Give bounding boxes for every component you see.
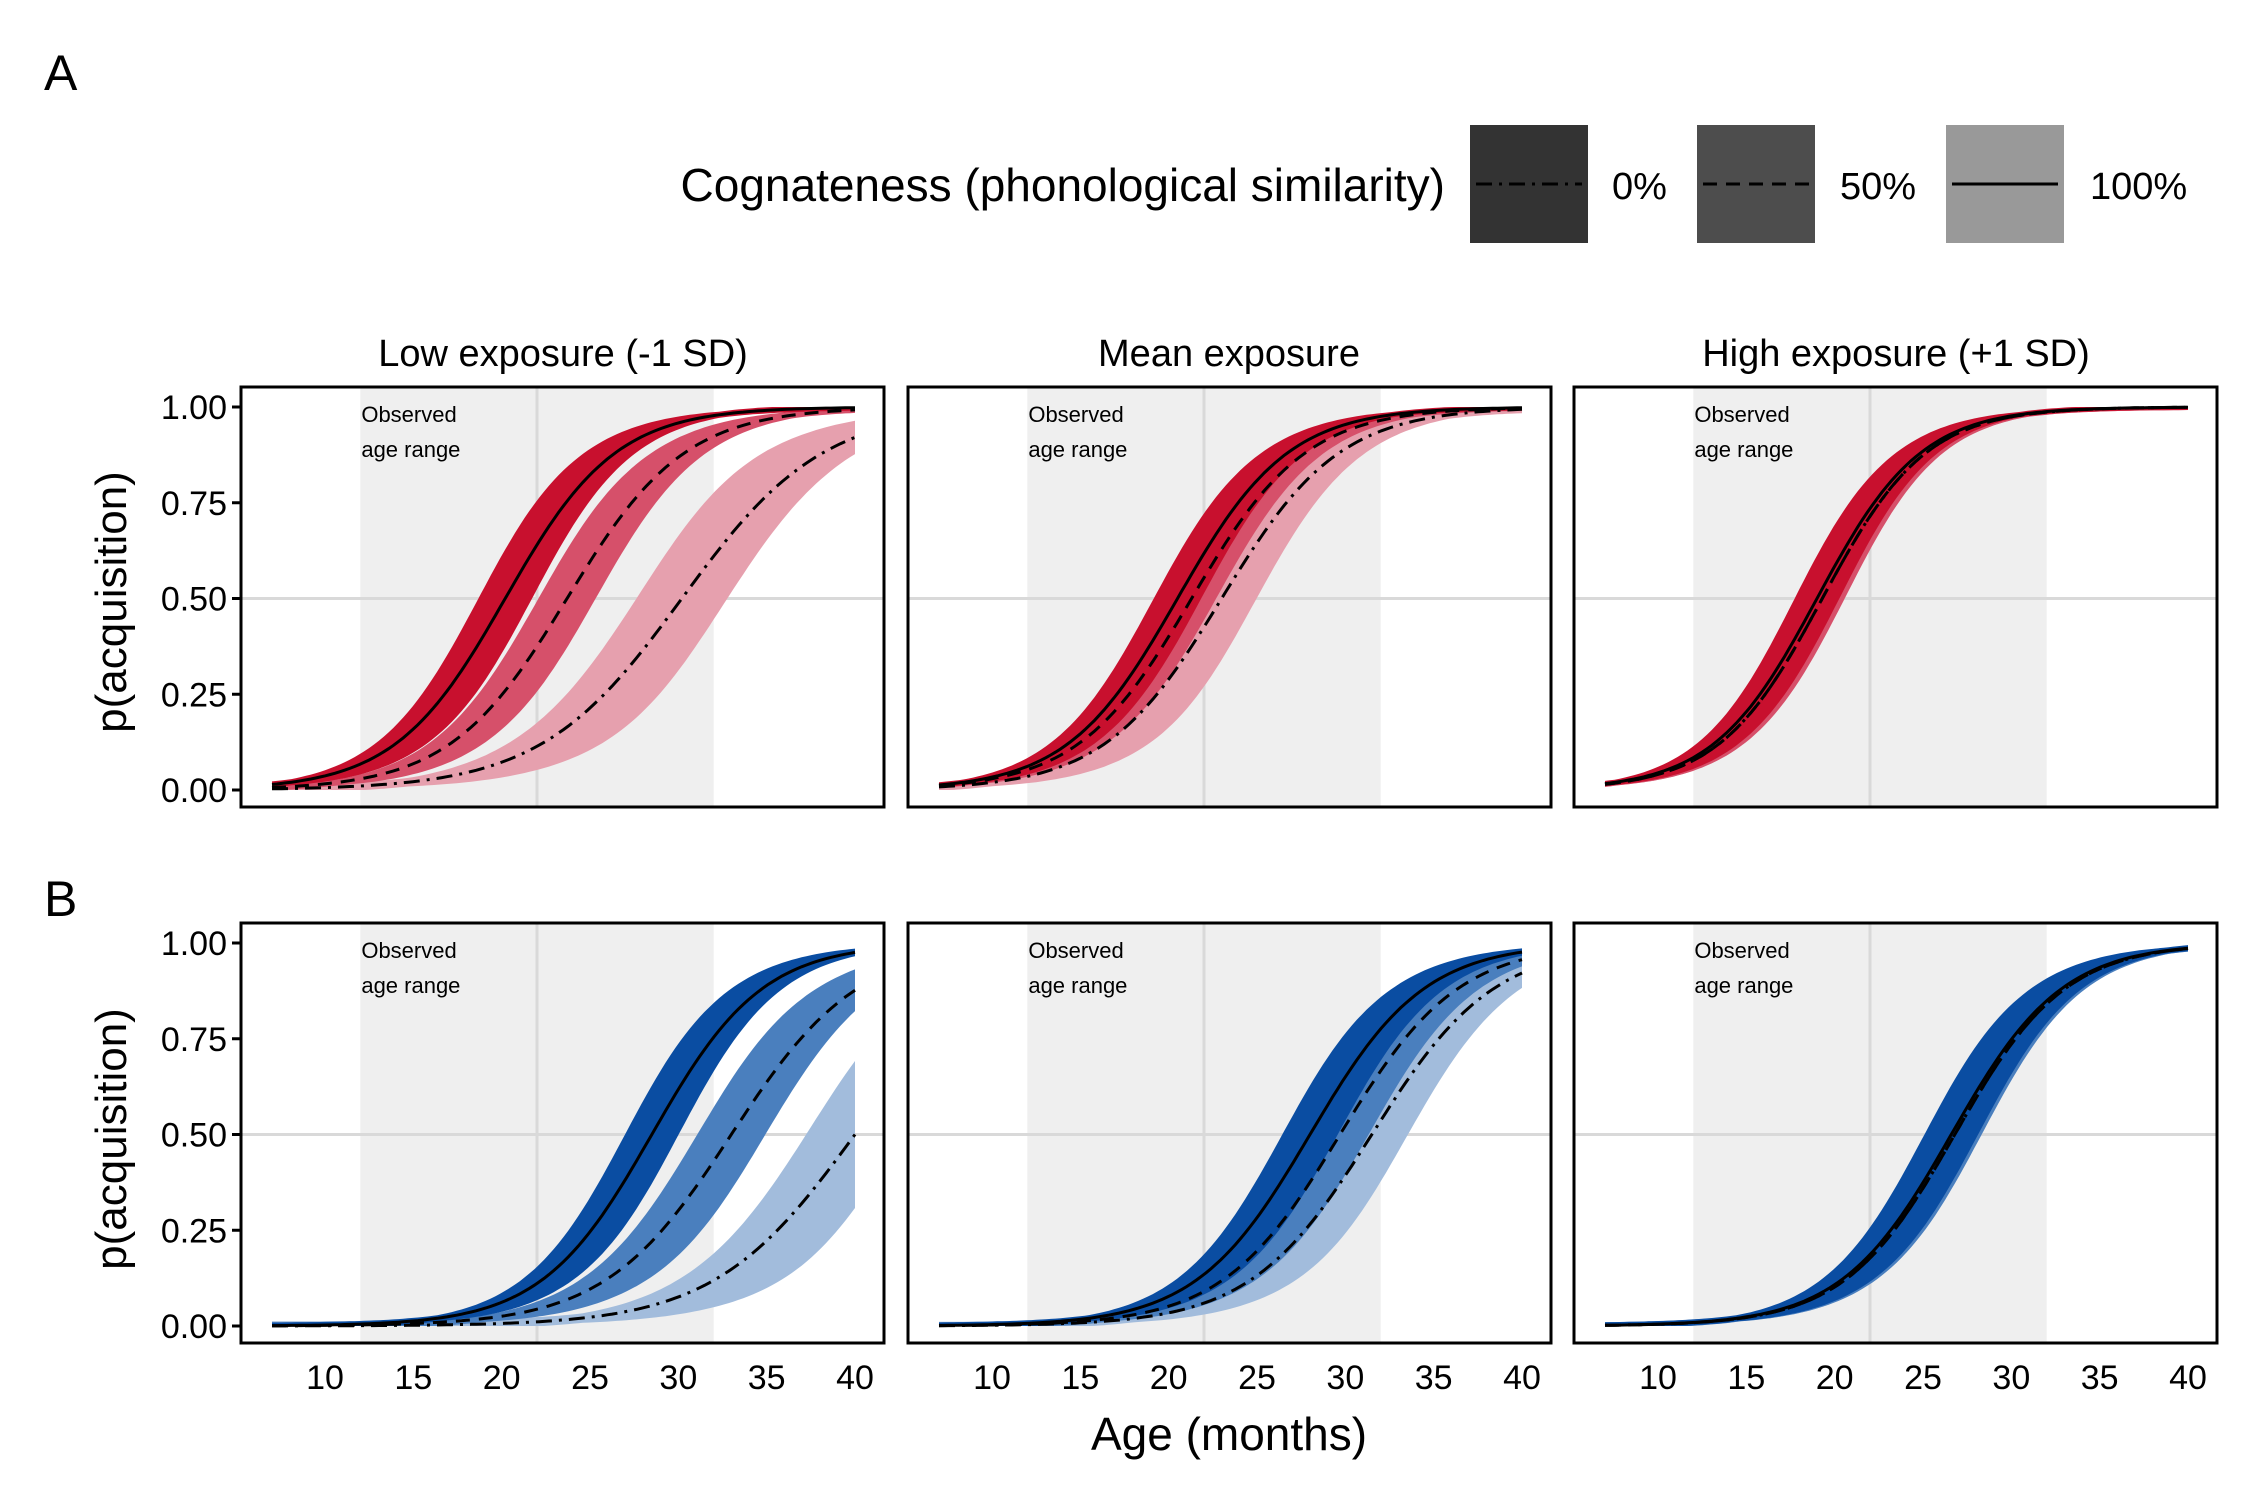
x-tick-label: 30 <box>1992 1359 2030 1397</box>
y-tick-label: 0.25 <box>161 1212 227 1250</box>
x-tick-label: 35 <box>748 1359 786 1397</box>
annotation-observed: Observed <box>1028 938 1123 963</box>
x-tick-label: 25 <box>1904 1359 1942 1397</box>
series-line-100pct <box>272 950 856 1328</box>
annotation-age-range: age range <box>1694 437 1793 462</box>
x-tick-label: 30 <box>659 1359 697 1397</box>
panel-a-2: Observed age range <box>906 385 1553 809</box>
panel-a-3: Observed age range <box>1572 385 2219 809</box>
ribbon-0pct <box>272 1061 855 1326</box>
series-line-100pct <box>1604 946 2189 1327</box>
ribbon-50pct <box>272 969 855 1326</box>
panel-a-1: Observed age range 0.00 0.25 0.50 0.75 1.00 <box>161 385 886 810</box>
x-tick-label: 20 <box>1816 1359 1854 1397</box>
x-tick-label: 35 <box>2081 1359 2119 1397</box>
ribbon-100pct <box>939 407 1522 788</box>
x-tick-label: 15 <box>394 1359 432 1397</box>
annotation-age-range: age range <box>1028 973 1127 998</box>
ribbon-100pct <box>272 407 855 788</box>
series-line-50pct <box>271 408 856 789</box>
y-tick-label: 0.50 <box>161 581 227 619</box>
legend-label-1: 50% <box>1840 166 1916 208</box>
annotation-observed: Observed <box>361 402 456 427</box>
annotation-age-range: age range <box>1694 973 1793 998</box>
facet-title-high: High exposure (+1 SD) <box>1702 333 2090 375</box>
panel-border <box>906 385 1553 809</box>
y-tick-label: 0.00 <box>161 772 227 810</box>
x-tick-label: 25 <box>1238 1359 1276 1397</box>
ribbon-100pct <box>939 948 1522 1326</box>
x-tick-label: 40 <box>1503 1359 1541 1397</box>
x-tick-label: 10 <box>1639 1359 1677 1397</box>
series-line-0pct <box>272 1133 857 1328</box>
y-axis-title-a: p(acquisition) <box>87 471 136 733</box>
series-line-0pct <box>939 971 1523 1328</box>
annotation-observed: Observed <box>361 938 456 963</box>
panel-b-1: Observed age range 0.00 0.25 0.50 0.75 1.00 10 1… <box>161 921 886 1397</box>
series-line-0pct <box>272 436 856 791</box>
annotation-age-range: age range <box>1028 437 1127 462</box>
x-tick-label: 10 <box>306 1359 344 1397</box>
panel-border <box>1572 385 2219 809</box>
y-tick-label: 0.25 <box>161 676 227 714</box>
facet-title-mean: Mean exposure <box>1098 333 1360 375</box>
panel-tag-a: A <box>44 45 78 101</box>
legend: Cognateness (phonological similarity) 0%… <box>681 125 2187 243</box>
x-tick-label: 30 <box>1326 1359 1364 1397</box>
annotation-age-range: age range <box>361 973 460 998</box>
series-line-100pct <box>938 406 1523 787</box>
series-line-0pct <box>938 407 1523 789</box>
panel-border <box>906 921 1553 1345</box>
panel-b-2: Observed age range 10 15 20 25 30 35 40 <box>906 921 1553 1397</box>
panel-tag-b: B <box>44 871 77 927</box>
y-tick-label: 0.00 <box>161 1308 227 1346</box>
ribbon-50pct <box>272 407 855 790</box>
x-tick-label: 20 <box>1150 1359 1188 1397</box>
series-line-100pct <box>1604 405 2188 786</box>
series-line-100pct <box>939 950 1523 1327</box>
legend-label-0: 0% <box>1612 166 1667 208</box>
series-line-50pct <box>938 406 1523 787</box>
y-tick-label: 1.00 <box>161 925 227 963</box>
x-tick-label: 35 <box>1415 1359 1453 1397</box>
x-tick-label: 15 <box>1727 1359 1765 1397</box>
ribbon-0pct <box>939 407 1522 790</box>
y-tick-label: 1.00 <box>161 389 227 427</box>
panel-b-3: Observed age range 10 15 20 25 30 35 40 <box>1572 921 2219 1397</box>
ribbon-100pct <box>1605 945 2188 1326</box>
ribbon-100pct <box>1605 407 2188 787</box>
series-line-100pct <box>271 406 855 786</box>
y-tick-label: 0.75 <box>161 485 227 523</box>
facet-title-low: Low exposure (-1 SD) <box>378 333 748 375</box>
panel-border <box>1572 921 2219 1345</box>
annotation-observed: Observed <box>1694 402 1789 427</box>
y-tick-label: 0.50 <box>161 1117 227 1155</box>
y-axis-title-b: p(acquisition) <box>87 1008 136 1270</box>
x-tick-label: 15 <box>1061 1359 1099 1397</box>
x-tick-label: 40 <box>836 1359 874 1397</box>
x-tick-label: 40 <box>2169 1359 2207 1397</box>
y-tick-label: 0.75 <box>161 1021 227 1059</box>
annotation-age-range: age range <box>361 437 460 462</box>
legend-label-2: 100% <box>2090 166 2187 208</box>
ribbon-0pct <box>272 420 855 790</box>
x-tick-label: 25 <box>571 1359 609 1397</box>
x-axis-title: Age (months) <box>1091 1408 1367 1460</box>
legend-title: Cognateness (phonological similarity) <box>681 159 1445 211</box>
annotation-observed: Observed <box>1028 402 1123 427</box>
x-tick-label: 20 <box>483 1359 521 1397</box>
x-tick-label: 10 <box>973 1359 1011 1397</box>
annotation-observed: Observed <box>1694 938 1789 963</box>
